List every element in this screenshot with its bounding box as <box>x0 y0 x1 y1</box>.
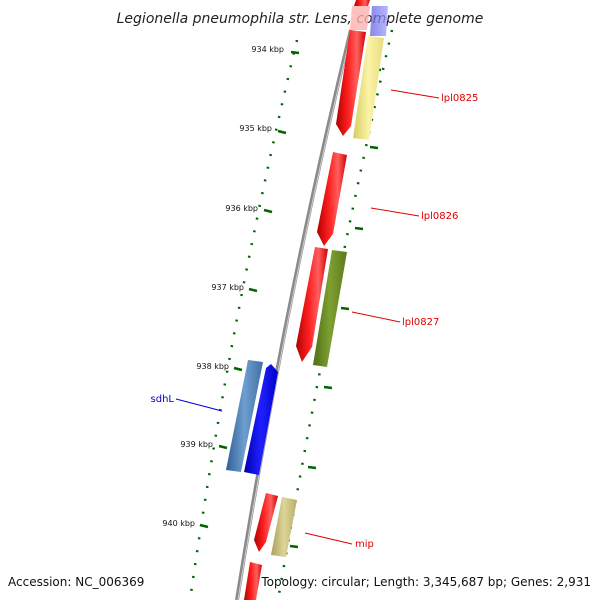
gene-label-lpl0825[interactable]: lpl0825 <box>441 93 478 104</box>
label-leader-sdhL <box>175 398 223 412</box>
tick-label: 936 kbp <box>225 204 258 213</box>
gene-label-lpl0827[interactable]: lpl0827 <box>402 317 439 328</box>
steel-feature[interactable] <box>226 360 263 472</box>
genome-title: Legionella pneumophila str. Lens, comple… <box>117 11 484 27</box>
label-leader-mip <box>304 532 353 545</box>
major-tick <box>289 544 299 549</box>
tick-label: 939 kbp <box>180 440 213 449</box>
tick-label: 934 kbp <box>251 45 284 54</box>
tick-ring-outer <box>276 29 394 600</box>
genome-backbone <box>235 29 353 600</box>
gene-label-sdhL[interactable]: sdhL <box>151 394 175 405</box>
label-leader-lpl0826 <box>370 207 420 217</box>
tick-label: 937 kbp <box>211 283 244 292</box>
cds-feature-top[interactable] <box>354 0 370 6</box>
cds-lpl0825[interactable] <box>336 30 366 136</box>
yellow-feature[interactable] <box>353 36 384 140</box>
major-tick <box>218 444 228 450</box>
major-tick <box>307 465 317 470</box>
accession-text: Accession: NC_006369 <box>8 575 144 589</box>
tick-label: 938 kbp <box>196 362 229 371</box>
major-tick <box>248 287 258 293</box>
major-tick <box>233 366 243 372</box>
major-tick <box>369 145 379 150</box>
gene-label-lpl0826[interactable]: lpl0826 <box>421 211 458 222</box>
genome-summary-text: Topology: circular; Length: 3,345,687 bp… <box>260 575 591 589</box>
label-leader-lpl0825 <box>390 89 440 99</box>
tan-feature[interactable] <box>271 497 297 557</box>
olive-feature[interactable] <box>313 250 347 367</box>
major-tick <box>199 523 209 529</box>
cds-lpl0826[interactable] <box>317 152 347 246</box>
tick-label: 935 kbp <box>239 124 272 133</box>
tick-label: 940 kbp <box>162 519 195 528</box>
lavender-feature-top[interactable] <box>370 6 388 36</box>
cds-feature-top-pale[interactable] <box>350 6 370 30</box>
cds-sdhL[interactable] <box>244 364 278 475</box>
major-tick <box>277 129 287 135</box>
label-leader-lpl0827 <box>351 311 401 323</box>
major-tick <box>263 208 273 214</box>
cds-mip-left[interactable] <box>254 493 278 552</box>
major-tick <box>323 385 333 390</box>
cds-feature-bottom[interactable] <box>244 562 262 600</box>
gene-label-mip[interactable]: mip <box>355 539 374 550</box>
major-tick <box>290 50 300 55</box>
genome-backbone-highlight <box>237 29 353 600</box>
cds-lpl0827[interactable] <box>296 247 328 362</box>
tick-ring-inner <box>188 39 299 600</box>
major-tick <box>354 226 364 231</box>
major-tick <box>340 306 350 311</box>
